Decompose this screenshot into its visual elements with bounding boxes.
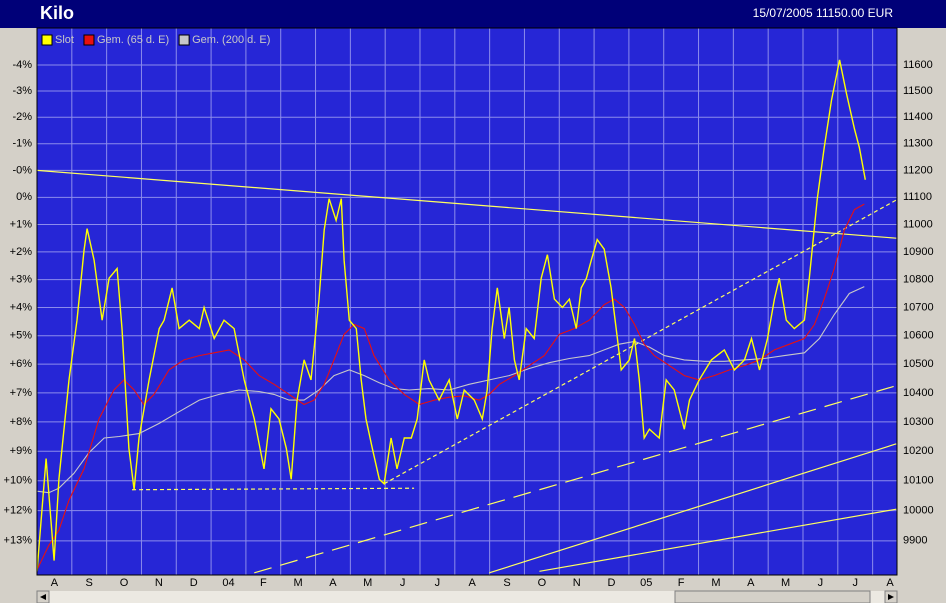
y-tick-label: -1% bbox=[12, 138, 32, 150]
y2-tick-label: 10200 bbox=[903, 445, 934, 457]
y2-tick-label: 11400 bbox=[903, 111, 933, 123]
y-tick-label: +7% bbox=[10, 387, 33, 399]
y-tick-label: +12% bbox=[4, 505, 33, 517]
trend-line bbox=[132, 487, 415, 491]
y-tick-label: +2% bbox=[10, 246, 33, 258]
x-tick-label: 05 bbox=[640, 577, 652, 589]
arrow-right bbox=[888, 594, 894, 600]
scroll-thumb[interactable] bbox=[674, 590, 871, 603]
y2-tick-label: 10000 bbox=[903, 505, 934, 517]
y-tick-label: +4% bbox=[10, 301, 33, 313]
title-bar bbox=[0, 0, 946, 28]
x-tick-label: M bbox=[294, 577, 303, 589]
y-tick-label: +9% bbox=[10, 445, 33, 457]
x-tick-label: M bbox=[781, 577, 790, 589]
legend-label: Slot bbox=[55, 34, 74, 46]
x-tick-label: 04 bbox=[222, 577, 234, 589]
x-tick-label: J bbox=[435, 577, 441, 589]
x-tick-label: O bbox=[538, 577, 547, 589]
plot-area bbox=[37, 28, 897, 575]
trend-line bbox=[539, 508, 897, 572]
y2-tick-label: 11200 bbox=[903, 164, 933, 176]
y-tick-label: +8% bbox=[10, 416, 33, 428]
y2-tick-label: 10300 bbox=[903, 416, 934, 428]
legend-swatch bbox=[83, 34, 95, 46]
x-tick-label: F bbox=[260, 577, 267, 589]
y-tick-label: -4% bbox=[12, 59, 32, 71]
trend-line bbox=[489, 443, 897, 574]
y2-tick-label: 10800 bbox=[903, 273, 934, 285]
y2-tick-label: 10700 bbox=[903, 301, 934, 313]
plot-lines bbox=[37, 59, 897, 574]
x-tick-label: J bbox=[818, 577, 824, 589]
series-line bbox=[37, 59, 866, 572]
x-tick-label: O bbox=[120, 577, 129, 589]
x-tick-label: A bbox=[51, 577, 59, 589]
y2-tick-label: 10900 bbox=[903, 246, 934, 258]
x-tick-label: N bbox=[573, 577, 581, 589]
y-tick-label: +6% bbox=[10, 358, 33, 370]
x-tick-label: M bbox=[711, 577, 720, 589]
series-line bbox=[37, 286, 865, 494]
y2-tick-label: 11000 bbox=[903, 218, 933, 230]
arrow-left bbox=[40, 594, 46, 600]
axes: 11600 11500 11400 11300 11200 11100 11000 10900… bbox=[4, 59, 934, 589]
y2-tick-label: 11500 bbox=[903, 85, 933, 97]
y2-tick-label: 10400 bbox=[903, 387, 934, 399]
y-tick-label: +10% bbox=[4, 475, 33, 487]
series-line bbox=[37, 203, 865, 571]
x-tick-label: S bbox=[503, 577, 510, 589]
y-tick-label: +1% bbox=[10, 218, 33, 230]
y-tick-label: 0% bbox=[16, 191, 32, 203]
legend-label: Gem. (65 d. E) bbox=[97, 34, 169, 46]
chart-title: Kilo bbox=[40, 3, 74, 23]
x-tick-label: F bbox=[678, 577, 685, 589]
y2-tick-label: 10100 bbox=[903, 475, 934, 487]
x-tick-label: A bbox=[886, 577, 894, 589]
x-tick-label: A bbox=[329, 577, 337, 589]
x-tick-label: M bbox=[363, 577, 372, 589]
y2-tick-label: 11100 bbox=[903, 191, 932, 203]
y-tick-label: -3% bbox=[12, 85, 32, 97]
x-tick-label: D bbox=[608, 577, 616, 589]
x-tick-label: D bbox=[190, 577, 198, 589]
y-tick-label: +5% bbox=[10, 330, 33, 342]
legend-label: Gem. (200 d. E) bbox=[192, 34, 270, 46]
x-tick-label: S bbox=[86, 577, 93, 589]
grid bbox=[37, 28, 897, 575]
chart-subtitle: 15/07/2005 11150.00 EUR bbox=[753, 6, 894, 20]
legend-swatch bbox=[178, 34, 190, 46]
x-tick-label: J bbox=[852, 577, 858, 589]
x-tick-label: A bbox=[747, 577, 755, 589]
y2-tick-label: 11600 bbox=[903, 59, 933, 71]
legend-swatch bbox=[41, 34, 53, 46]
x-tick-label: J bbox=[400, 577, 406, 589]
plot-border bbox=[36, 27, 898, 576]
y2-tick-label: 10500 bbox=[903, 358, 934, 370]
y-tick-label: -2% bbox=[12, 111, 32, 123]
y-tick-label: -0% bbox=[12, 164, 32, 176]
y-tick-label: +13% bbox=[4, 535, 33, 547]
y2-tick-label: 10600 bbox=[903, 330, 934, 342]
x-tick-label: N bbox=[155, 577, 163, 589]
legend: Slot Gem. (65 d. E) Gem. (200 d. E) bbox=[41, 34, 270, 46]
trend-line bbox=[37, 169, 897, 239]
trend-line bbox=[254, 385, 897, 574]
x-tick-label: A bbox=[469, 577, 477, 589]
y2-tick-label: 11300 bbox=[903, 138, 933, 150]
y2-tick-label: 9900 bbox=[903, 535, 927, 547]
y-tick-label: +3% bbox=[10, 273, 33, 285]
